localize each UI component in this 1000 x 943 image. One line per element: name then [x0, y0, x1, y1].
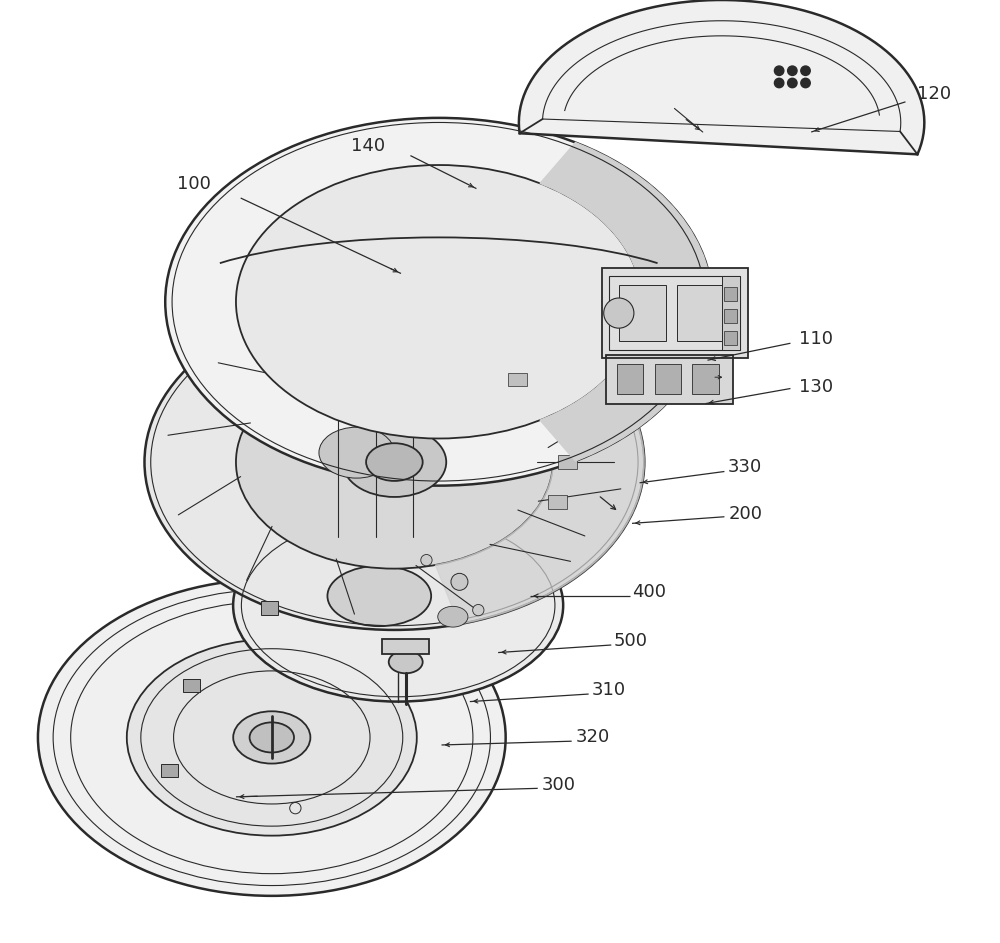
- Ellipse shape: [165, 118, 712, 486]
- Ellipse shape: [236, 165, 641, 438]
- Circle shape: [774, 66, 784, 75]
- Circle shape: [788, 66, 797, 75]
- Text: 140: 140: [351, 137, 385, 156]
- Ellipse shape: [127, 639, 417, 835]
- Polygon shape: [540, 142, 712, 461]
- Circle shape: [788, 78, 797, 88]
- Bar: [609, 275, 740, 351]
- Text: 500: 500: [613, 632, 647, 651]
- Ellipse shape: [327, 566, 431, 626]
- Bar: [602, 269, 748, 357]
- Bar: [606, 355, 733, 404]
- Bar: [677, 285, 724, 340]
- Bar: [619, 285, 666, 340]
- Circle shape: [774, 78, 784, 88]
- Ellipse shape: [233, 509, 563, 702]
- Bar: [724, 331, 737, 344]
- Ellipse shape: [233, 711, 310, 764]
- Bar: [724, 287, 737, 301]
- Bar: [602, 269, 748, 357]
- Bar: [548, 416, 567, 429]
- Ellipse shape: [236, 356, 553, 569]
- Bar: [183, 679, 200, 692]
- Circle shape: [801, 78, 810, 88]
- Bar: [722, 275, 740, 351]
- Text: 330: 330: [728, 457, 762, 476]
- Text: 200: 200: [728, 505, 762, 523]
- Bar: [261, 601, 278, 615]
- Text: 100: 100: [177, 174, 210, 193]
- Text: 400: 400: [632, 583, 666, 602]
- Text: 130: 130: [799, 377, 833, 396]
- Ellipse shape: [366, 443, 423, 481]
- Ellipse shape: [144, 294, 644, 630]
- Circle shape: [421, 554, 432, 566]
- Polygon shape: [519, 0, 924, 155]
- Bar: [548, 495, 567, 508]
- Polygon shape: [435, 300, 644, 624]
- Text: 120: 120: [917, 85, 951, 104]
- Text: 300: 300: [541, 775, 575, 794]
- Ellipse shape: [343, 427, 446, 497]
- Text: 110: 110: [799, 330, 833, 349]
- Bar: [161, 764, 178, 777]
- Ellipse shape: [319, 427, 394, 478]
- Bar: [692, 364, 719, 394]
- Bar: [655, 364, 681, 394]
- Bar: [382, 639, 429, 654]
- Bar: [617, 364, 643, 394]
- Circle shape: [604, 298, 634, 328]
- Ellipse shape: [438, 606, 468, 627]
- Circle shape: [473, 604, 484, 616]
- Ellipse shape: [250, 722, 294, 753]
- Ellipse shape: [38, 579, 506, 896]
- Bar: [558, 455, 577, 469]
- Bar: [508, 373, 527, 387]
- Text: 310: 310: [591, 681, 626, 700]
- Bar: [724, 308, 737, 323]
- Circle shape: [801, 66, 810, 75]
- Text: 320: 320: [575, 728, 610, 747]
- Circle shape: [451, 573, 468, 590]
- Ellipse shape: [389, 651, 423, 673]
